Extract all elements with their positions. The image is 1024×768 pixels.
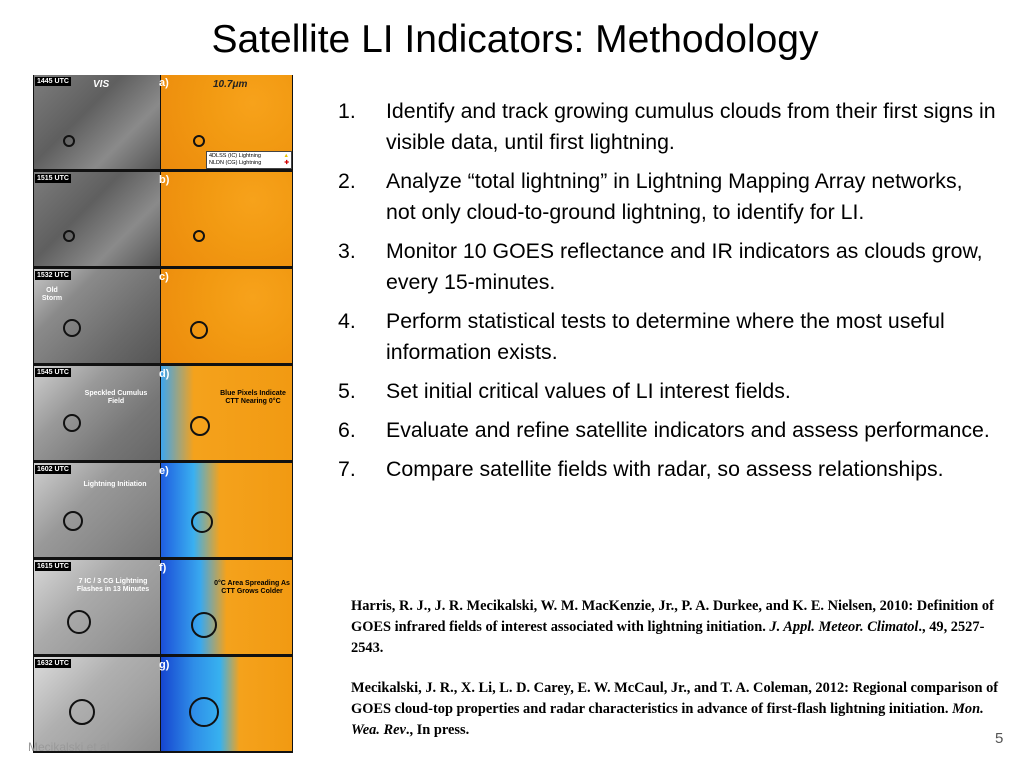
list-item: 2. Analyze “total lightning” in Lightning… bbox=[338, 169, 963, 224]
infrared-image bbox=[161, 172, 292, 266]
storm-circle bbox=[63, 319, 81, 337]
panel-timestamp: 1545 UTC bbox=[35, 368, 71, 377]
lightning-initiation-label: Lightning Initiation bbox=[83, 481, 147, 488]
storm-circle bbox=[69, 699, 95, 725]
methodology-list: 1. Identify and track growing cumulus clo… bbox=[326, 96, 996, 493]
panel-f: 1615 UTC f) 7 IC / 3 CG Lightning Flashe… bbox=[33, 560, 293, 656]
storm-circle bbox=[193, 230, 205, 242]
visible-image bbox=[34, 269, 160, 363]
triangle-icon: ▲ bbox=[283, 153, 289, 159]
area-spreading-label: 0°C Area Spreading As CTT Grows Colder bbox=[214, 580, 290, 595]
list-item: 5. Set initial critical values of LI inte… bbox=[338, 379, 791, 403]
panel-timestamp: 1602 UTC bbox=[35, 465, 71, 474]
panel-letter: a) bbox=[159, 77, 169, 89]
panel-letter: f) bbox=[159, 562, 167, 574]
panel-letter: c) bbox=[159, 271, 169, 283]
storm-circle bbox=[190, 416, 210, 436]
visible-image bbox=[34, 463, 160, 557]
storm-circle bbox=[191, 612, 217, 638]
ir-header: 10.7μm bbox=[213, 79, 248, 90]
panel-letter: b) bbox=[159, 174, 170, 186]
panel-b: 1515 UTC b) bbox=[33, 172, 293, 268]
reference-mecikalski: Mecikalski, J. R., X. Li, L. D. Carey, E… bbox=[351, 680, 999, 738]
lightning-flashes-label: 7 IC / 3 CG Lightning Flashes in 13 Minu… bbox=[76, 578, 150, 593]
list-item: 7. Compare satellite fields with radar, s… bbox=[338, 457, 944, 481]
reference-harris: Harris, R. J., J. R. Mecikalski, W. M. M… bbox=[351, 598, 994, 656]
panel-letter: d) bbox=[159, 368, 170, 380]
panel-d: 1545 UTC d) Speckled Cumulus Field Blue … bbox=[33, 366, 293, 462]
slide-title: Satellite LI Indicators: Methodology bbox=[211, 18, 819, 61]
list-item: 3. Monitor 10 GOES reflectance and IR ind… bbox=[338, 239, 983, 294]
panel-c: 1532 UTC c) Old Storm bbox=[33, 269, 293, 365]
list-item: 1. Identify and track growing cumulus clo… bbox=[338, 99, 996, 154]
legend-item: 4DLSS (IC) Lightning ▲ bbox=[209, 153, 289, 159]
infrared-image bbox=[161, 366, 292, 460]
cross-icon: ✚ bbox=[284, 160, 289, 166]
panel-letter: e) bbox=[159, 465, 169, 477]
visible-image bbox=[34, 75, 160, 169]
visible-image bbox=[34, 560, 160, 654]
vis-header: VIS bbox=[93, 79, 110, 90]
storm-circle bbox=[63, 135, 75, 147]
slide-footer: Mecikalski et al bbox=[28, 740, 110, 754]
storm-circle bbox=[63, 414, 81, 432]
panel-timestamp: 1445 UTC bbox=[35, 77, 71, 86]
panel-a: 1445 UTC a) VIS 10.7μm 4DLSS (IC) Lightn… bbox=[33, 75, 293, 171]
infrared-image bbox=[161, 463, 292, 557]
visible-image bbox=[34, 172, 160, 266]
panel-e: 1602 UTC e) Lightning Initiation bbox=[33, 463, 293, 559]
panel-timestamp: 1515 UTC bbox=[35, 174, 71, 183]
panel-letter: g) bbox=[159, 659, 170, 671]
visible-image bbox=[34, 657, 160, 751]
storm-circle bbox=[63, 511, 83, 531]
speckled-cumulus-label: Speckled Cumulus Field bbox=[84, 390, 148, 405]
satellite-figure: 1445 UTC a) VIS 10.7μm 4DLSS (IC) Lightn… bbox=[33, 75, 293, 753]
list-item: 4. Perform statistical tests to determine… bbox=[338, 309, 945, 364]
infrared-image bbox=[161, 560, 292, 654]
legend-item: NLDN (CG) Lightning ✚ bbox=[209, 160, 289, 166]
panel-g: 1632 UTC g) bbox=[33, 657, 293, 753]
infrared-image bbox=[161, 657, 292, 751]
list-item: 6. Evaluate and refine satellite indicato… bbox=[338, 418, 990, 442]
panel-timestamp: 1632 UTC bbox=[35, 659, 71, 668]
visible-image bbox=[34, 366, 160, 460]
storm-circle bbox=[191, 511, 213, 533]
storm-circle bbox=[193, 135, 205, 147]
lightning-legend: 4DLSS (IC) Lightning ▲ NLDN (CG) Lightnin… bbox=[206, 151, 292, 169]
storm-circle bbox=[67, 610, 91, 634]
page-number: 5 bbox=[995, 730, 1004, 747]
infrared-image bbox=[161, 269, 292, 363]
storm-circle bbox=[189, 697, 219, 727]
blue-pixels-label: Blue Pixels Indicate CTT Nearing 0°C bbox=[220, 390, 286, 405]
old-storm-label: Old Storm bbox=[41, 287, 63, 302]
storm-circle bbox=[190, 321, 208, 339]
storm-circle bbox=[63, 230, 75, 242]
panel-timestamp: 1532 UTC bbox=[35, 271, 71, 280]
panel-timestamp: 1615 UTC bbox=[35, 562, 71, 571]
